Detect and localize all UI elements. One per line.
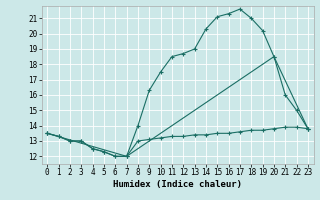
- X-axis label: Humidex (Indice chaleur): Humidex (Indice chaleur): [113, 180, 242, 189]
